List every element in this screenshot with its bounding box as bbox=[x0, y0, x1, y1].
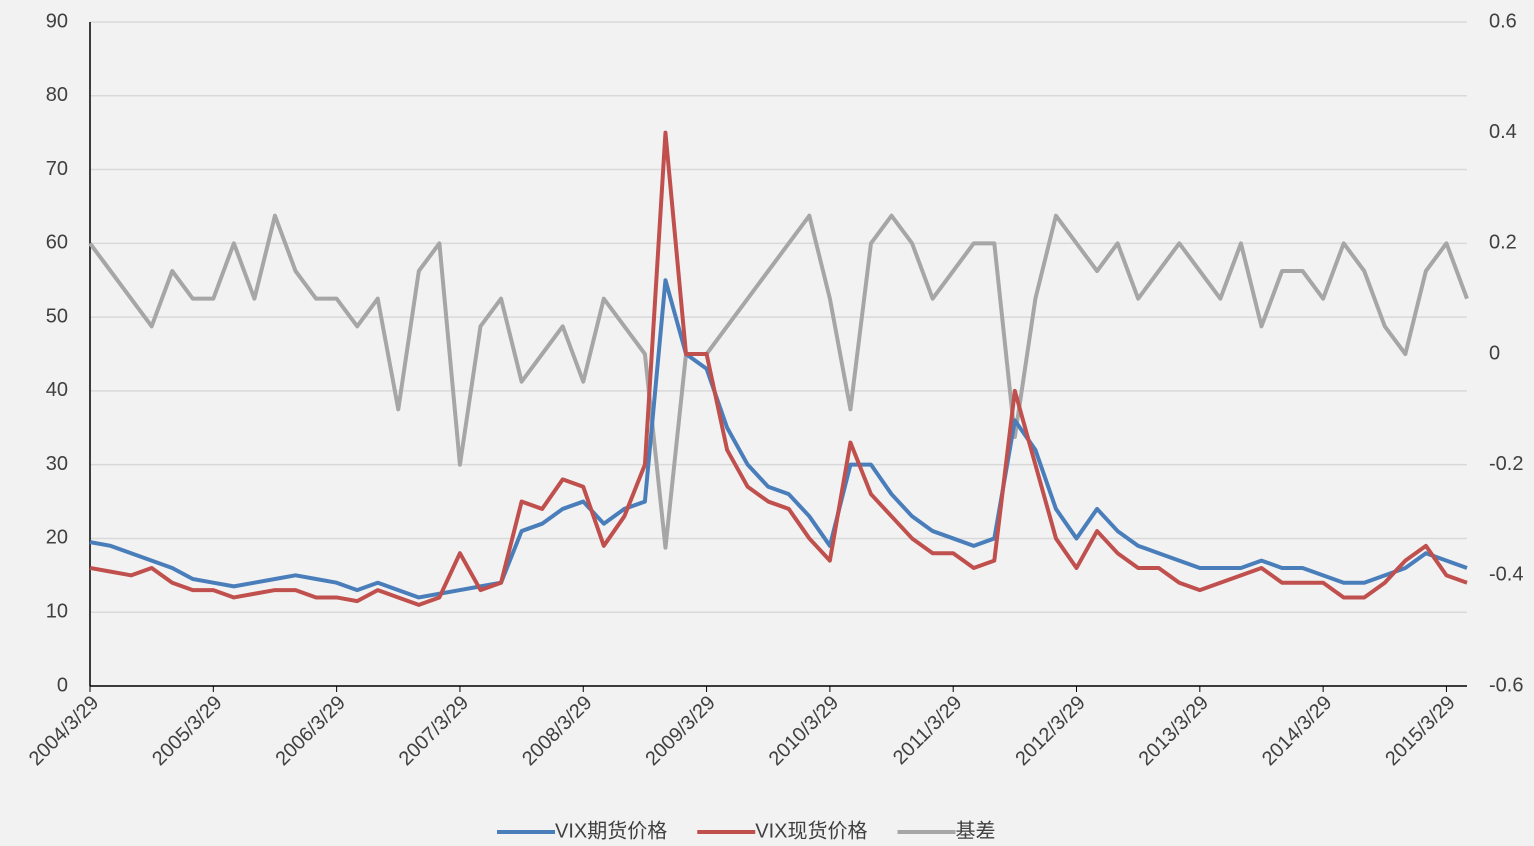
y2-tick-label: 0.6 bbox=[1489, 10, 1517, 32]
y-tick-label: 60 bbox=[46, 232, 68, 254]
legend-label: 基差 bbox=[956, 819, 996, 842]
x-tick-label: 2009/3/29 bbox=[641, 692, 719, 770]
x-tick-label: 2007/3/29 bbox=[395, 692, 473, 770]
y2-tick-label: 0.2 bbox=[1489, 232, 1517, 254]
y-tick-label: 0 bbox=[57, 674, 68, 696]
y-tick-label: 20 bbox=[46, 527, 68, 549]
legend-label: VIX期货价格 bbox=[555, 819, 667, 842]
series-line bbox=[89, 130, 1468, 607]
y-tick-label: 10 bbox=[46, 601, 68, 623]
series-line bbox=[88, 213, 1469, 550]
y2-tick-label: -0.2 bbox=[1489, 453, 1523, 475]
x-tick-label: 2004/3/29 bbox=[25, 692, 103, 770]
y-tick-label: 30 bbox=[46, 453, 68, 475]
x-tick-label: 2011/3/29 bbox=[889, 692, 966, 769]
y2-tick-label: -0.6 bbox=[1489, 674, 1523, 696]
x-tick-label: 2006/3/29 bbox=[271, 692, 349, 770]
y-tick-label: 40 bbox=[46, 379, 68, 401]
y-tick-label: 80 bbox=[46, 84, 68, 106]
y-tick-label: 70 bbox=[46, 158, 68, 180]
x-tick-label: 2008/3/29 bbox=[518, 692, 596, 770]
x-tick-label: 2012/3/29 bbox=[1011, 692, 1089, 770]
x-tick-label: 2015/3/29 bbox=[1381, 692, 1459, 770]
y-tick-label: 90 bbox=[46, 10, 68, 32]
y2-tick-label: 0.4 bbox=[1489, 121, 1517, 143]
y-tick-label: 50 bbox=[46, 305, 68, 327]
y2-tick-label: -0.4 bbox=[1489, 564, 1523, 586]
x-tick-label: 2013/3/29 bbox=[1135, 692, 1213, 770]
series-line bbox=[89, 278, 1468, 600]
x-tick-label: 2005/3/29 bbox=[148, 692, 226, 770]
x-tick-label: 2010/3/29 bbox=[765, 692, 843, 770]
legend-label: VIX现货价格 bbox=[755, 819, 867, 842]
x-tick-label: 2014/3/29 bbox=[1258, 692, 1336, 770]
y2-tick-label: 0 bbox=[1489, 342, 1500, 364]
